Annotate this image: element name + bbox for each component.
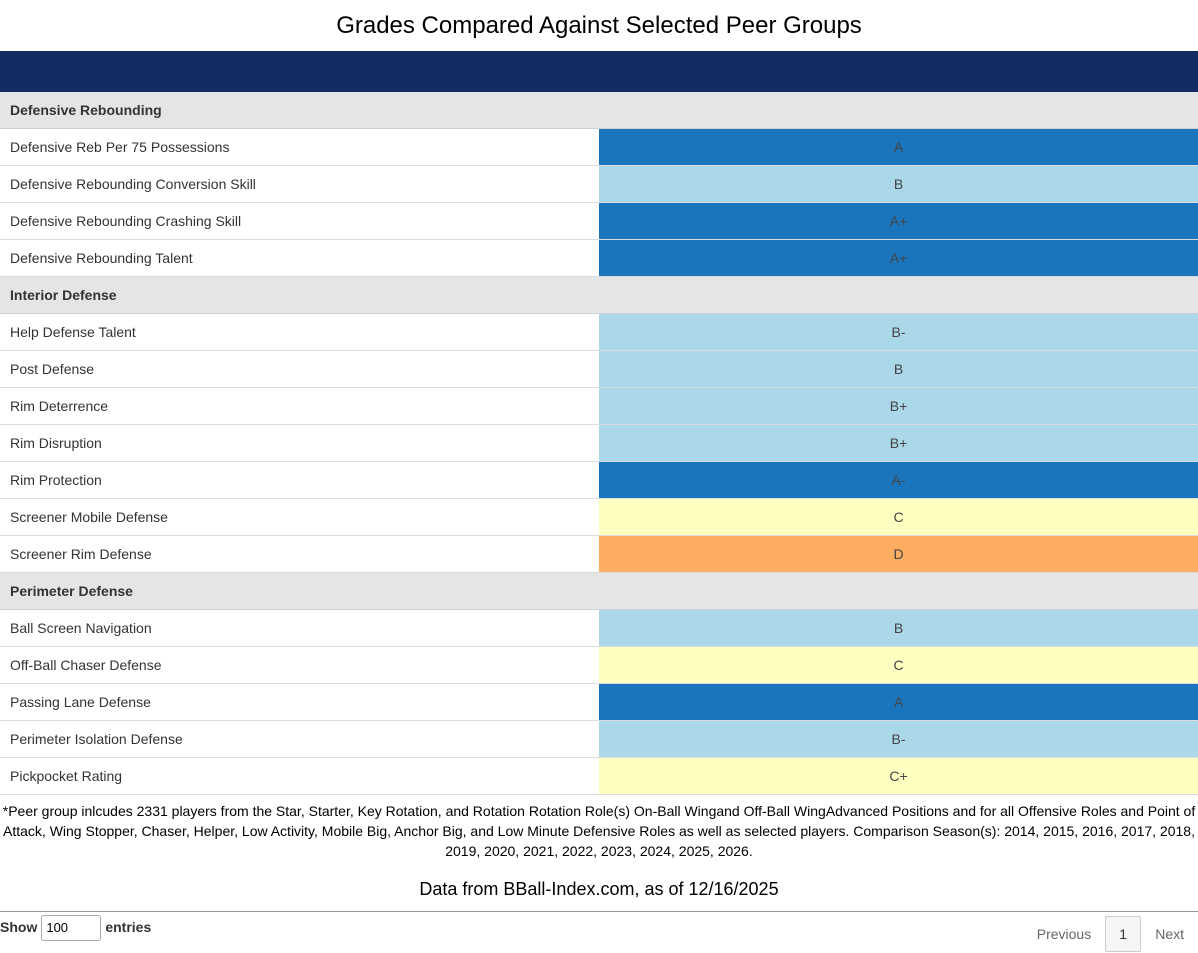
table-row: Rim Disruption B+: [0, 424, 1198, 462]
table-header-bar: · · ·: [0, 51, 1198, 92]
previous-button[interactable]: Previous: [1036, 926, 1092, 942]
entries-label: entries: [105, 919, 152, 935]
grade-cell: B-: [599, 313, 1198, 351]
player-name-header: · · ·: [820, 63, 842, 79]
table-row: Pickpocket Rating C+: [0, 757, 1198, 795]
grade-cell: B: [599, 165, 1198, 203]
grade-cell: D: [599, 535, 1198, 573]
peer-group-footnote: *Peer group inlcudes 2331 players from t…: [2, 803, 1196, 859]
section-row: Perimeter Defense: [0, 572, 1198, 610]
metric-label: Help Defense Talent: [0, 313, 599, 351]
metric-label: Pickpocket Rating: [0, 757, 599, 795]
length-control: Show entries: [0, 912, 151, 942]
grade-cell: A+: [599, 202, 1198, 240]
grade-cell: B+: [599, 424, 1198, 462]
table-row: Defensive Rebounding Conversion Skill B: [0, 165, 1198, 203]
metric-label: Defensive Reb Per 75 Possessions: [0, 128, 599, 166]
grade-cell: B-: [599, 720, 1198, 758]
table-row: Screener Rim Defense D: [0, 535, 1198, 573]
table-row: Rim Deterrence B+: [0, 387, 1198, 425]
metric-label: Post Defense: [0, 350, 599, 388]
metric-label: Passing Lane Defense: [0, 683, 599, 721]
table-row: Ball Screen Navigation B: [0, 609, 1198, 647]
table-row: Screener Mobile Defense C: [0, 498, 1198, 536]
grade-cell: C: [599, 498, 1198, 536]
table-row: Defensive Rebounding Crashing Skill A+: [0, 202, 1198, 240]
grade-cell: B+: [599, 387, 1198, 425]
show-label: Show: [0, 919, 38, 935]
section-row: Interior Defense: [0, 276, 1198, 314]
table-row: Passing Lane Defense A: [0, 683, 1198, 721]
section-row: Defensive Rebounding: [0, 92, 1198, 129]
section-title: Interior Defense: [0, 276, 1198, 314]
table-row: Help Defense Talent B-: [0, 313, 1198, 351]
entries-input[interactable]: [41, 914, 102, 941]
grades-table: Defensive Rebounding Defensive Reb Per 75…: [0, 92, 1198, 795]
grade-cell: C: [599, 646, 1198, 684]
grade-cell: A: [599, 683, 1198, 721]
table-row: Perimeter Isolation Defense B-: [0, 720, 1198, 758]
grade-cell: B: [599, 609, 1198, 647]
table-row: Off-Ball Chaser Defense C: [0, 646, 1198, 684]
metric-label: Defensive Rebounding Talent: [0, 239, 599, 277]
table-row: Rim Protection A-: [0, 461, 1198, 499]
metric-label: Rim Deterrence: [0, 387, 599, 425]
page-1-button[interactable]: 1: [1105, 916, 1142, 952]
section-title: Defensive Rebounding: [0, 92, 1198, 129]
data-source: Data from BBall-Index.com, as of 12/16/2…: [419, 879, 779, 899]
section-title: Perimeter Defense: [0, 572, 1198, 610]
metric-label: Defensive Rebounding Conversion Skill: [0, 165, 599, 203]
grade-cell: B: [599, 350, 1198, 388]
grade-cell: C+: [599, 757, 1198, 795]
metric-label: Screener Rim Defense: [0, 535, 599, 573]
metric-label: Off-Ball Chaser Defense: [0, 646, 599, 684]
pagination: Previous 1 Next: [1023, 916, 1198, 952]
table-row: Post Defense B: [0, 350, 1198, 388]
metric-label: Ball Screen Navigation: [0, 609, 599, 647]
metric-label: Defensive Rebounding Crashing Skill: [0, 202, 599, 240]
grade-cell: A-: [599, 461, 1198, 499]
table-row: Defensive Reb Per 75 Possessions A: [0, 128, 1198, 166]
table-controls: Show entries Previous 1 Next: [0, 911, 1198, 953]
grade-cell: A: [599, 128, 1198, 166]
metric-label: Screener Mobile Defense: [0, 498, 599, 536]
grade-cell: A+: [599, 239, 1198, 277]
metric-label: Rim Protection: [0, 461, 599, 499]
next-button[interactable]: Next: [1155, 926, 1184, 942]
table-row: Defensive Rebounding Talent A+: [0, 239, 1198, 277]
metric-label: Perimeter Isolation Defense: [0, 720, 599, 758]
metric-label: Rim Disruption: [0, 424, 599, 462]
page-title: Grades Compared Against Selected Peer Gr…: [336, 12, 862, 39]
